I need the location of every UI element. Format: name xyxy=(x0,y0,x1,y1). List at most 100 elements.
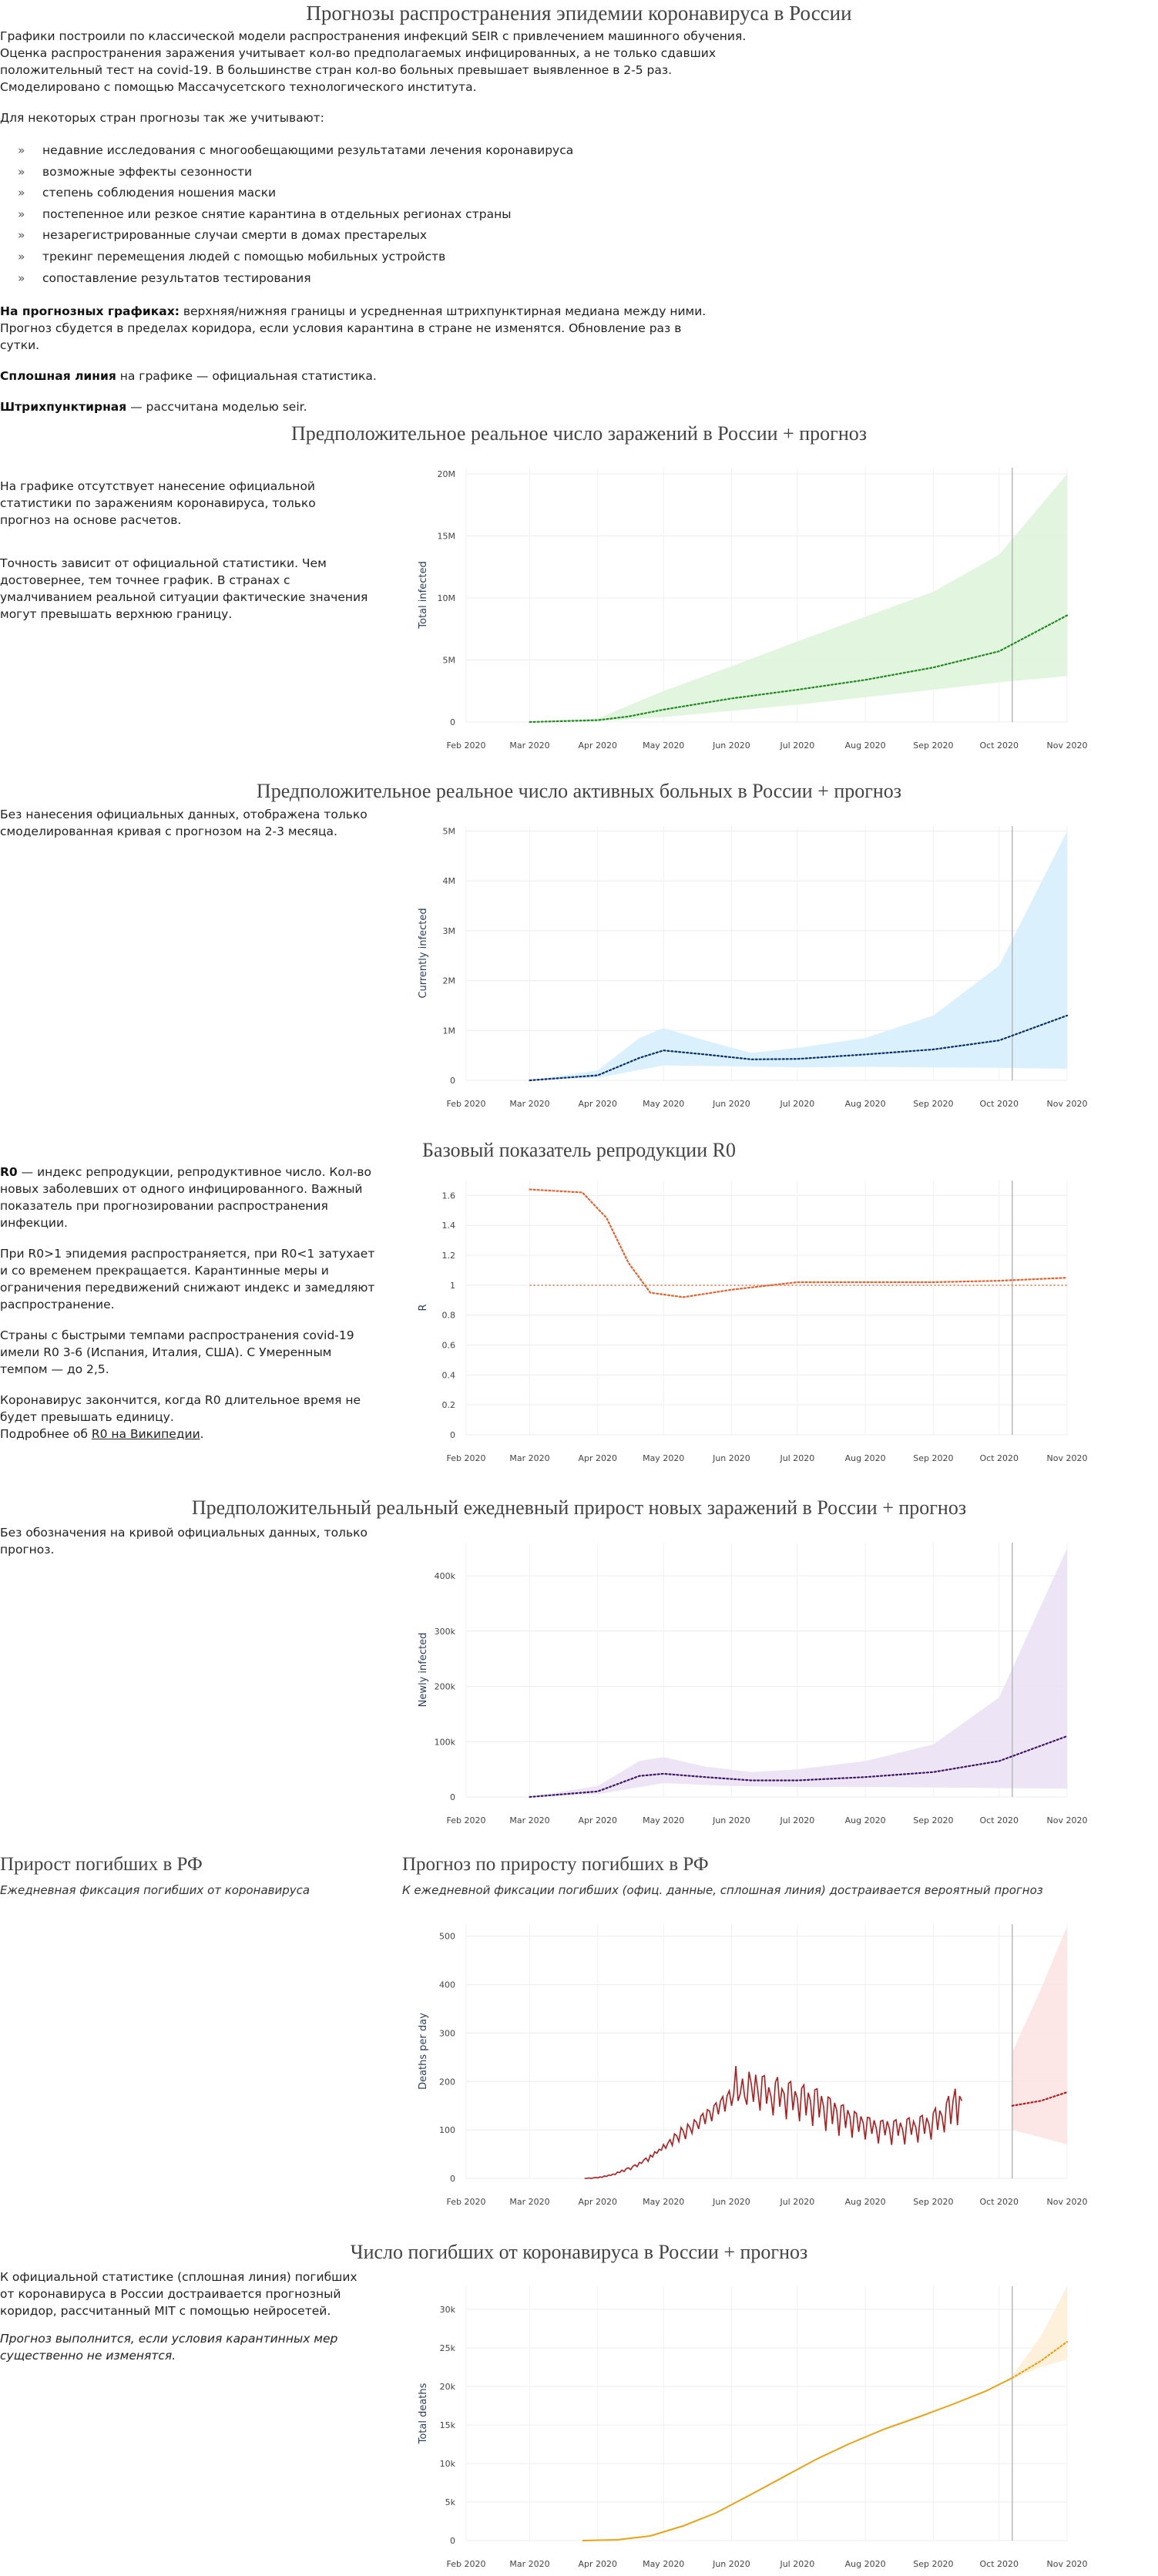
x-tick-label: Jun 2020 xyxy=(712,1099,750,1109)
factor-list-item: сопоставление результатов тестирования xyxy=(18,268,755,290)
y-tick-label: 5k xyxy=(445,2497,456,2507)
x-tick-label: Feb 2020 xyxy=(447,1815,486,1825)
y-axis-label: Deaths per day xyxy=(418,2013,429,2090)
r0-description: R0 — индекс репродукции, репродуктивное … xyxy=(0,1164,381,1442)
deaths-daily-left-title: Прирост погибших в РФ xyxy=(0,1854,203,1875)
x-tick-label: Nov 2020 xyxy=(1047,1099,1088,1109)
y-tick-label: 0.2 xyxy=(442,1400,456,1410)
y-tick-label: 500 xyxy=(439,1932,455,1942)
y-tick-label: 5M xyxy=(443,656,456,666)
y-tick-label: 0.6 xyxy=(442,1341,456,1351)
x-tick-label: Mar 2020 xyxy=(509,2197,549,2207)
x-tick-label: Apr 2020 xyxy=(579,1815,618,1825)
y-tick-label: 25k xyxy=(440,2343,456,2353)
y-tick-label: 200 xyxy=(439,2077,455,2087)
x-tick-label: Jun 2020 xyxy=(712,1453,750,1463)
deaths-daily-right-title: Прогноз по приросту погибших в РФ xyxy=(402,1854,709,1875)
x-tick-label: Oct 2020 xyxy=(979,2559,1019,2569)
y-tick-label: 100k xyxy=(435,1737,456,1747)
y-tick-label: 15k xyxy=(440,2420,456,2430)
x-tick-label: Sep 2020 xyxy=(913,1453,953,1463)
x-tick-label: Oct 2020 xyxy=(979,1099,1019,1109)
y-tick-label: 300 xyxy=(439,2028,455,2038)
r0-text-5: Подробнее об R0 на Википедии. xyxy=(0,1426,381,1442)
page-title: Прогнозы распространения эпидемии корона… xyxy=(306,2,852,25)
x-tick-label: Aug 2020 xyxy=(845,1099,886,1109)
x-tick-label: Jul 2020 xyxy=(779,2197,814,2207)
x-tick-label: Oct 2020 xyxy=(979,1453,1019,1463)
x-tick-label: Jul 2020 xyxy=(779,1453,814,1463)
x-tick-label: Aug 2020 xyxy=(845,1815,886,1825)
y-tick-label: 200k xyxy=(435,1682,456,1692)
forecast-band xyxy=(529,1548,1067,1797)
r0-more-prefix: Подробнее об xyxy=(0,1427,92,1441)
y-tick-label: 0 xyxy=(450,1076,455,1086)
r0-text-2: При R0>1 эпидемия распространяется, при … xyxy=(0,1247,375,1312)
factor-list-item: степень соблюдения ношения маски xyxy=(18,183,755,204)
x-tick-label: Apr 2020 xyxy=(579,741,618,751)
x-tick-label: Jul 2020 xyxy=(779,1815,814,1825)
forecast-band xyxy=(1012,1926,1067,2144)
y-tick-label: 20M xyxy=(438,469,456,479)
factor-list-item: возможные эффекты сезонности xyxy=(18,162,755,183)
forecast-band xyxy=(529,474,1067,722)
y-tick-label: 3M xyxy=(443,926,456,936)
x-tick-label: Oct 2020 xyxy=(979,741,1019,751)
x-tick-label: Sep 2020 xyxy=(913,2197,953,2207)
y-tick-label: 1.2 xyxy=(442,1251,456,1261)
factor-list-item: постепенное или резкое снятие карантина … xyxy=(18,204,755,226)
solid-line-label: Сплошная линия xyxy=(0,369,116,384)
y-tick-label: 0 xyxy=(450,2536,455,2546)
x-tick-label: Feb 2020 xyxy=(447,1453,486,1463)
deaths-total-text-2: Прогноз выполнится, если условия каранти… xyxy=(0,2332,338,2363)
x-tick-label: Jun 2020 xyxy=(712,741,750,751)
median-series-line xyxy=(529,614,1069,724)
y-tick-label: 0 xyxy=(450,2174,455,2184)
y-tick-label: 0 xyxy=(450,717,455,727)
x-tick-label: Feb 2020 xyxy=(447,741,486,751)
factor-list: недавние исследования с многообещающими … xyxy=(0,140,755,289)
x-tick-label: May 2020 xyxy=(643,1099,684,1109)
x-tick-label: Aug 2020 xyxy=(845,741,886,751)
deaths-daily-left-subtitle: Ежедневная фиксация погибших от коронави… xyxy=(0,1883,310,1897)
deaths-total-description: К официальной статистике (сплошная линия… xyxy=(0,2269,370,2364)
forecast-note: На прогнозных графиках: верхняя/нижняя г… xyxy=(0,303,724,354)
y-tick-label: 4M xyxy=(443,876,456,886)
y-tick-label: 30k xyxy=(440,2305,456,2315)
x-tick-label: Nov 2020 xyxy=(1047,2197,1088,2207)
x-tick-label: Oct 2020 xyxy=(979,1815,1019,1825)
y-tick-label: 2M xyxy=(443,976,456,986)
y-tick-label: 0.4 xyxy=(442,1370,456,1380)
median-series-line xyxy=(529,1014,1069,1082)
x-tick-label: Apr 2020 xyxy=(579,2197,618,2207)
y-tick-label: 0 xyxy=(450,1430,455,1440)
y-tick-label: 0.8 xyxy=(442,1311,456,1321)
r0-wikipedia-link[interactable]: R0 на Википедии xyxy=(91,1427,200,1441)
x-tick-label: Feb 2020 xyxy=(447,1099,486,1109)
r0-definition: — индекс репродукции, репродуктивное чис… xyxy=(0,1165,371,1230)
x-tick-label: Mar 2020 xyxy=(509,1099,549,1109)
x-tick-label: Apr 2020 xyxy=(579,2559,618,2569)
r0-chart: 0 0.2 0.4 0.6 0.8 1 1.2 1.4 1.6 Feb 2020 Mar 2020 A… xyxy=(418,1181,1087,1463)
y-tick-label: 20k xyxy=(440,2382,456,2392)
forecast-band xyxy=(1012,2286,1067,2379)
x-tick-label: Mar 2020 xyxy=(509,741,549,751)
solid-line-note: Сплошная линия на графике — официальная … xyxy=(0,368,755,385)
x-tick-label: May 2020 xyxy=(643,741,684,751)
factor-list-item: незарегистрированные случаи смерти в дом… xyxy=(18,225,755,247)
new-infected-chart-title: Предположительный реальный ежедневный пр… xyxy=(191,1496,967,1519)
x-tick-label: Nov 2020 xyxy=(1047,2559,1088,2569)
y-tick-label: 10k xyxy=(440,2459,456,2469)
active-text-1: Без нанесения официальных данных, отобра… xyxy=(0,808,368,838)
infected-chart-title: Предположительное реальное число заражен… xyxy=(290,422,868,445)
dashed-line-label: Штрихпунктирная xyxy=(0,400,127,415)
x-tick-label: Apr 2020 xyxy=(579,1099,618,1109)
r0-term: R0 xyxy=(0,1165,18,1179)
factor-list-item: трекинг перемещения людей с помощью моби… xyxy=(18,247,755,268)
r0-text-4: Коронавирус закончится, когда R0 длитель… xyxy=(0,1393,361,1424)
x-tick-label: Aug 2020 xyxy=(845,1453,886,1463)
intro: Графики построили по классической модели… xyxy=(0,28,755,429)
x-tick-label: Nov 2020 xyxy=(1047,741,1088,751)
x-tick-label: Sep 2020 xyxy=(913,2559,953,2569)
r0-text-3: Страны с быстрыми темпами распространени… xyxy=(0,1328,354,1376)
